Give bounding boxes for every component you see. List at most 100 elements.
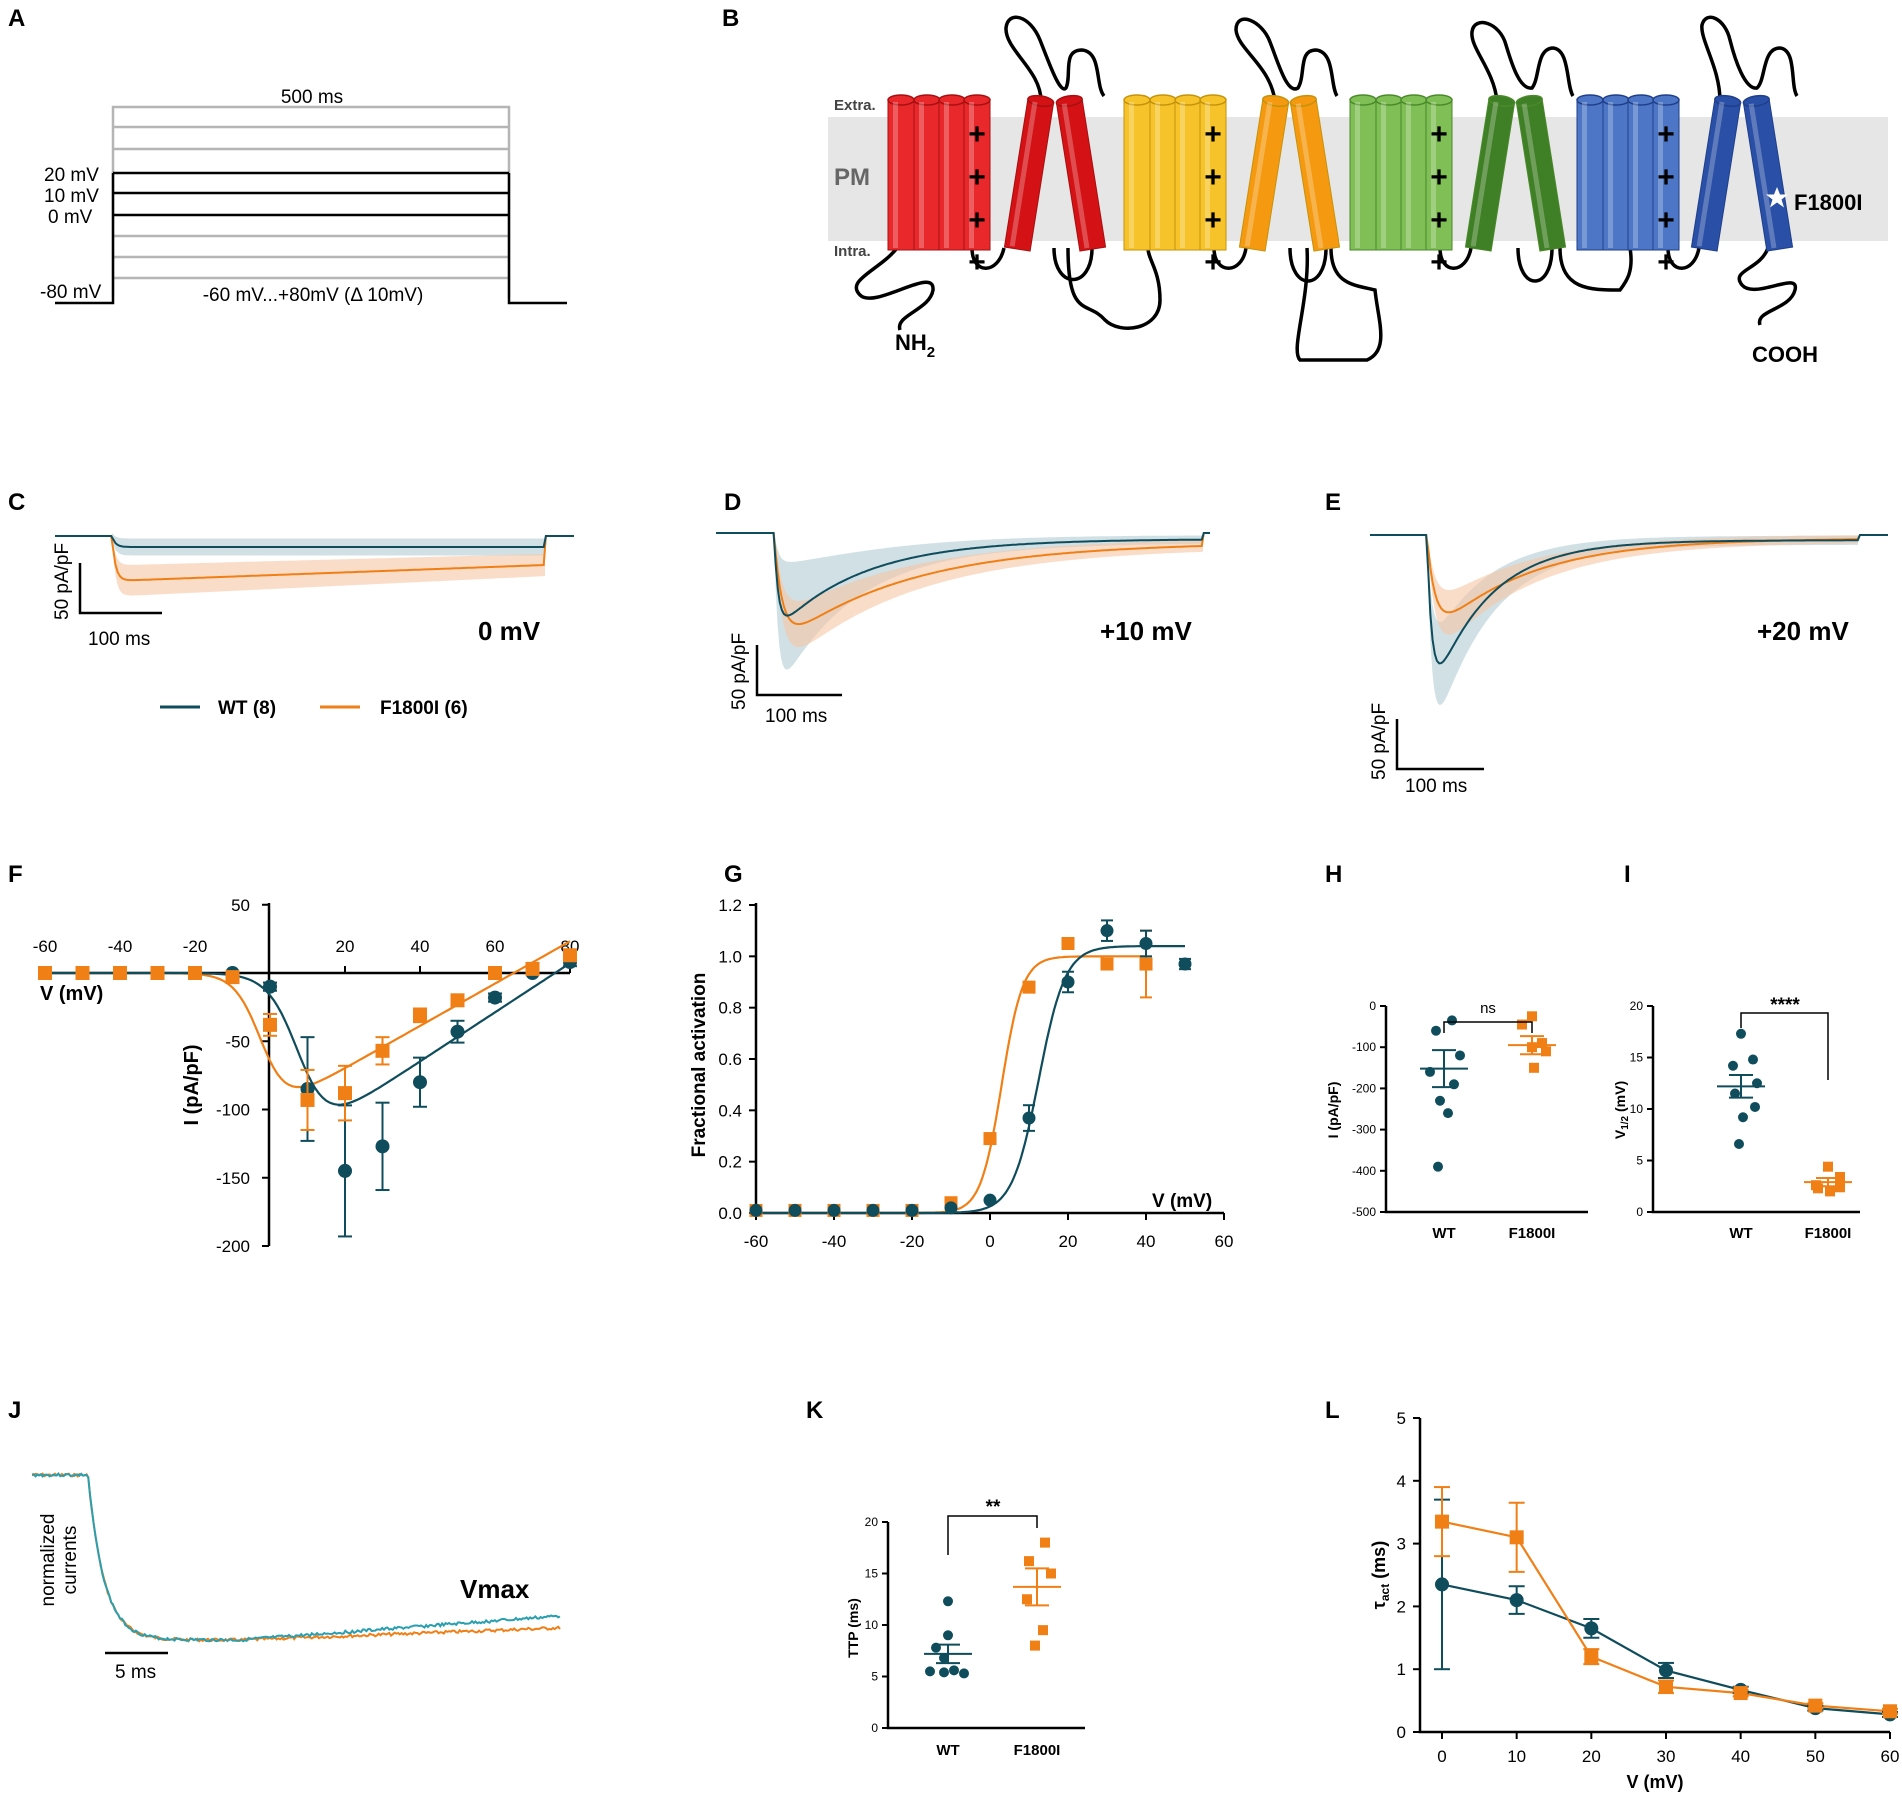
helix-d1-s2 [913,94,941,251]
h-significance: ns [1480,1000,1496,1017]
l-point-mut [1584,1649,1599,1664]
panel-label-a: A [8,5,25,32]
helix-shine [1155,102,1160,248]
scale-bar-d-x: 100 ms [765,706,827,727]
g-x-tick-label: 20 [1059,1232,1078,1251]
l-y-tick-label: 1 [1397,1660,1406,1679]
plus-sign: + [1430,204,1448,237]
i-point-wt [1750,1101,1760,1112]
l-x-tick-label: 30 [1657,1747,1676,1766]
helix-d3-s3 [1400,94,1428,251]
i-point-wt [1748,1054,1758,1065]
helix-top [1425,94,1453,106]
l-point-wt [1509,1593,1524,1608]
protocol-label-20mv: 20 mV [44,165,99,186]
wt-trace [1370,534,1888,665]
helix-top [887,94,915,106]
helix-d4-s5 [1690,94,1742,252]
l-point-wt [1659,1663,1673,1678]
h-point-wt [1455,1050,1465,1061]
helix-body [1602,99,1630,251]
f-x-tick-label: -20 [183,937,208,956]
f-point-wt [450,1024,465,1039]
plus-sign: + [968,246,986,279]
mut-sem-band [112,533,545,596]
k-point-wt [939,1667,949,1678]
g-y-tick-label: 0.2 [718,1153,742,1172]
f-point-mut [263,1017,277,1032]
helix-top [1576,94,1604,106]
f-point-mut [488,966,502,980]
l-x-tick-label: 50 [1806,1747,1825,1766]
panel-label-b: B [722,5,739,32]
helix-shine [1244,101,1273,247]
k-point-mut [1022,1594,1032,1605]
helix-shine [944,102,949,248]
k-axes [886,1522,1085,1730]
g-point-wt [1022,1111,1036,1125]
k-y-tick-label: 0 [871,1721,878,1735]
g-x-tick-label: -20 [900,1232,925,1251]
f-point-mut [225,970,240,985]
helix-top [1149,94,1177,106]
l-x-tick-label: 40 [1731,1747,1750,1766]
i-point-wt [1736,1028,1746,1039]
h-y-tick-label: -300 [1352,1123,1376,1137]
l-ticks: 0 10 20 30 40 50 60 0 1 2 3 4 5 [1397,1409,1900,1766]
k-point-wt [939,1652,949,1663]
plus-sign: + [1657,246,1675,279]
h-point-mut [1537,1038,1547,1049]
star-icon [1766,187,1788,208]
helix-d3-s5 [1464,94,1516,252]
helix-top [913,94,941,106]
k-ticks: 0 5 10 15 20 [865,1515,888,1735]
k-point-mut [1040,1537,1050,1548]
g-x-tick-label: -40 [822,1232,847,1251]
helix-body [1123,99,1151,251]
helix-body [1174,99,1202,251]
helix-shine [1295,103,1324,249]
helix-top [1652,94,1680,106]
protocol-holding-label: -80 mV [40,282,102,303]
f-y-label: I (pA/pF) [181,1044,203,1125]
panel-h: H 0 -100 -200 -300 -400 -500 I (pA/pF) WT F18… [1325,861,1588,1242]
panel-l: L 0 10 20 30 40 50 60 0 1 2 3 4 5 V (mV) τact (ms) [1325,1397,1899,1792]
l-y-tick-label: 5 [1397,1409,1406,1428]
h-sig-bracket [1443,1021,1533,1033]
h-point-wt [1435,1095,1445,1106]
i-y-tick-label: 15 [1630,1051,1644,1065]
g-y-label: Fractional activation [689,973,710,1158]
panel-i: I 0 5 10 15 20 V1/2 (mV) WT F1800I **** [1612,861,1860,1242]
plus-sign: + [1657,161,1675,194]
protocol-black-steps [55,171,567,305]
n-terminus-loop [854,246,935,331]
helix-d1-s1 [887,94,915,251]
g-point-wt [827,1203,841,1217]
helix-body [1627,99,1655,251]
plus-sign: + [1657,118,1675,151]
plus-sign: + [968,204,986,237]
panel-c: C 50 pA/pF 100 ms 0 mV WT (8) F1800I (6) [8,489,574,719]
helix-d4-s1 [1576,94,1604,251]
n-terminus-label: NH2 [895,330,935,361]
f-point-mut [75,966,90,980]
panel-a: A 500 ms 20 mV 10 mV 0 mV -80 mV -60 mV.… [8,5,567,306]
helix-top [963,94,991,106]
helix-d4-s3 [1627,94,1655,251]
f-plot [38,940,577,1238]
helix-d3-s1 [1349,94,1377,251]
mut-trace [55,535,574,582]
f-point-mut [450,993,465,1008]
helix-shine [919,102,924,248]
k-cat-wt: WT [936,1742,959,1759]
scale-bar-c-x: 100 ms [88,629,150,650]
helix-d1-s3 [938,94,966,251]
k-y-label: TTP (ms) [845,1598,861,1658]
membrane-label: PM [834,164,870,191]
h-y-tick-label: -400 [1352,1164,1376,1178]
f-point-mut [525,961,540,976]
i-significance: **** [1770,995,1800,1016]
i-cat-wt: WT [1729,1225,1752,1242]
l-point-mut [1733,1686,1748,1701]
helix-shine [1431,102,1436,248]
